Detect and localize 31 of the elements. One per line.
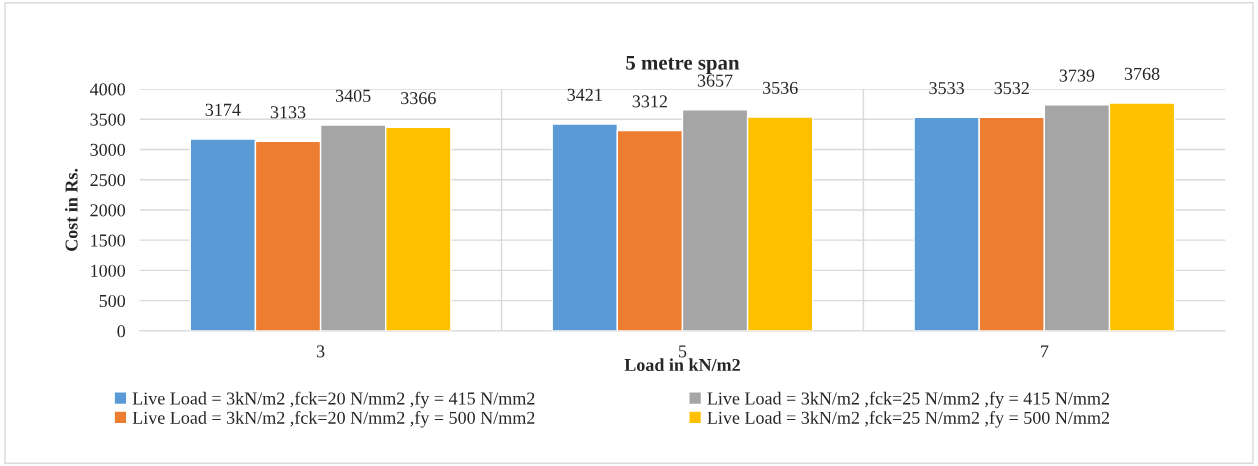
legend-label: Live Load = 3kN/m2 ,fck=20 N/mm2 ,fy = 500 N/mm2 bbox=[132, 410, 535, 428]
data-label: 3366 bbox=[401, 92, 436, 105]
y-tick-label: 4000 bbox=[89, 83, 126, 96]
y-tick-label: 3500 bbox=[90, 113, 126, 126]
data-label: 3421 bbox=[567, 88, 602, 101]
x-tick-label: 7 bbox=[1041, 345, 1049, 358]
y-tick-label: 500 bbox=[99, 294, 126, 308]
legend-label: Live Load = 3kN/m2 ,fck=25 N/mm2 ,fy = 500 N/mm2 bbox=[707, 410, 1110, 428]
data-label: 3739 bbox=[1059, 69, 1095, 82]
data-label: 3312 bbox=[632, 95, 667, 108]
data-label: 3133 bbox=[270, 106, 306, 119]
y-tick-label: 2000 bbox=[90, 204, 126, 217]
legend-label: Live Load = 3kN/m2 ,fck=20 N/mm2 ,fy = 415 N/mm2 bbox=[132, 391, 535, 409]
y-tick-label: 0 bbox=[117, 325, 126, 338]
data-label: 3174 bbox=[205, 103, 241, 116]
data-label: 3768 bbox=[1124, 67, 1160, 80]
chart-title: 5 metre span bbox=[626, 55, 740, 74]
y-tick-label: 1000 bbox=[91, 264, 126, 277]
data-label: 3405 bbox=[335, 89, 371, 102]
x-tick-label: 5 bbox=[679, 345, 687, 358]
data-label: 3533 bbox=[929, 82, 964, 95]
legend-label: Live Load = 3kN/m2 ,fck=25 N/mm2 ,fy = 415 N/mm2 bbox=[707, 391, 1110, 409]
data-label: 3532 bbox=[994, 82, 1029, 95]
data-label: 3536 bbox=[762, 81, 798, 94]
x-axis-title: Load in kN/m2 bbox=[624, 358, 740, 372]
y-tick-label: 2500 bbox=[90, 173, 126, 187]
x-tick-label: 3 bbox=[316, 345, 325, 358]
y-tick-label: 1500 bbox=[91, 234, 126, 247]
y-axis-title: Cost in Rs. bbox=[64, 168, 78, 251]
data-label: 3657 bbox=[697, 74, 733, 87]
y-tick-label: 3000 bbox=[90, 143, 126, 156]
